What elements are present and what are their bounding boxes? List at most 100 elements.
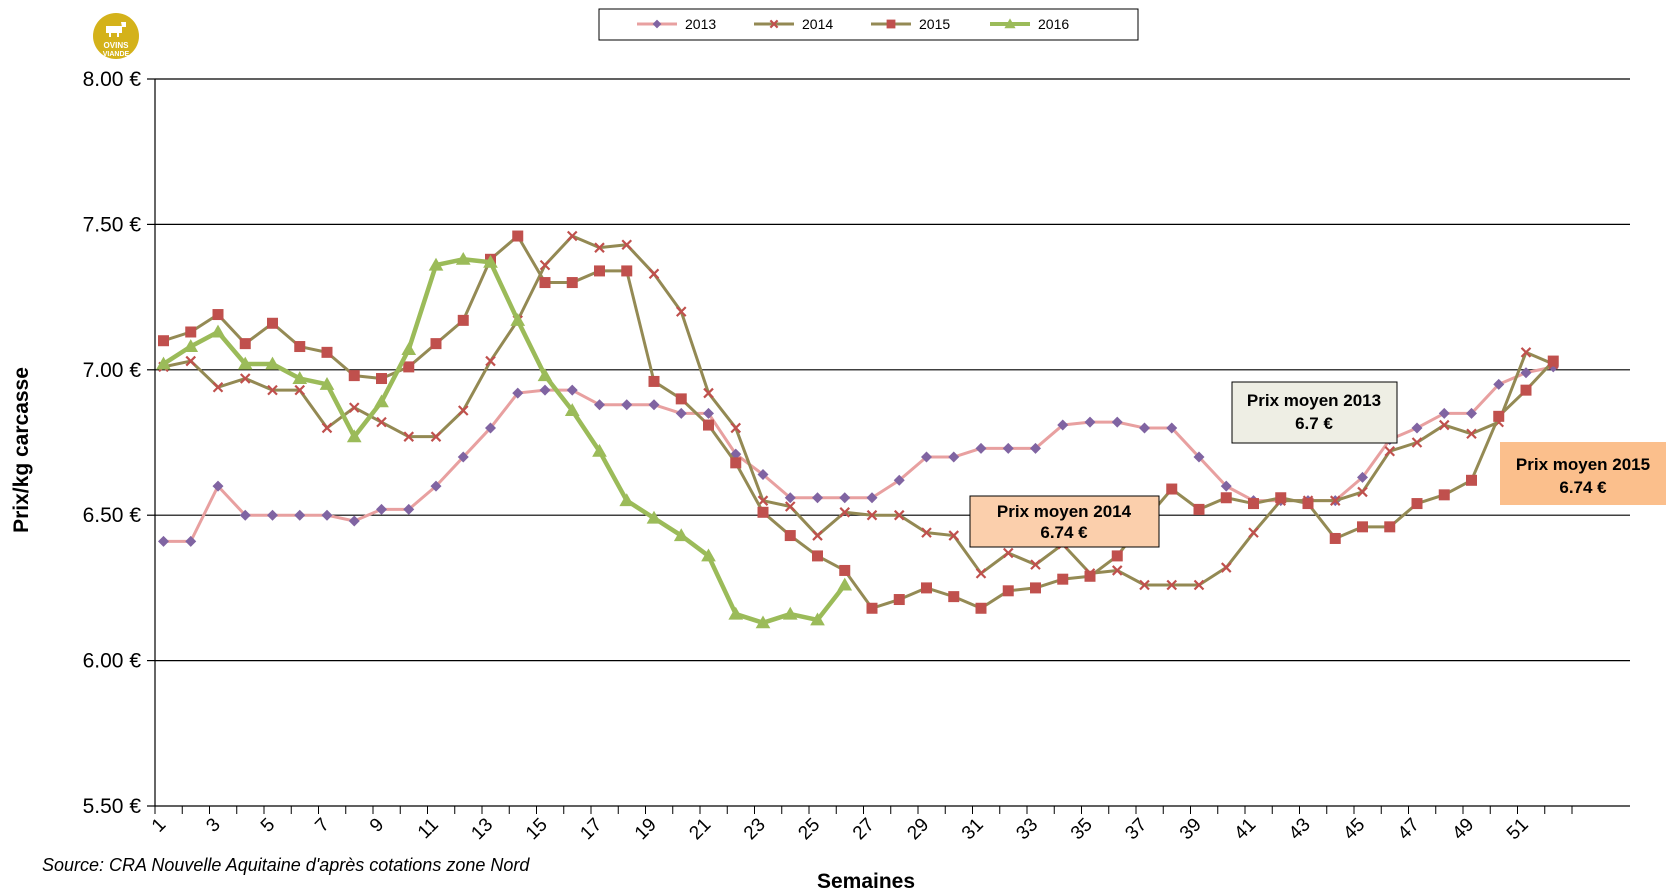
x-tick-label: 15 (522, 814, 552, 844)
data-point (810, 612, 825, 626)
data-point (156, 356, 171, 370)
x-tick-label: 33 (1012, 814, 1042, 844)
data-point (348, 402, 360, 413)
x-tick-label: 47 (1394, 814, 1424, 844)
data-point (782, 606, 798, 620)
data-point (730, 422, 742, 434)
legend-box (598, 8, 1139, 41)
data-point (566, 384, 578, 396)
data-point (1030, 582, 1041, 594)
data-point (1193, 451, 1205, 463)
data-point (1193, 579, 1205, 591)
data-point (948, 591, 960, 603)
x-tick-label: 19 (631, 814, 661, 844)
data-point (348, 370, 360, 382)
data-point (212, 309, 224, 321)
data-point (866, 509, 878, 521)
x-axis-ticks: 1 3 5 7 9 11 13 15 17 19 21 23 25 27 29 31 33 35 37 39 41 43 4… (148, 806, 1573, 844)
data-point (403, 503, 415, 515)
data-point (975, 602, 987, 614)
data-point (455, 251, 471, 265)
data-point (158, 335, 169, 347)
data-point (646, 510, 662, 524)
data-point (265, 356, 280, 370)
x-tick-label: 45 (1339, 814, 1369, 844)
x-tick-label: 25 (794, 814, 824, 844)
data-point (374, 394, 389, 408)
data-point (1084, 416, 1096, 428)
sheep-icon (106, 22, 126, 37)
data-point (346, 429, 362, 443)
data-point (1547, 355, 1559, 367)
data-point (1357, 521, 1368, 533)
data-point (1220, 480, 1232, 492)
data-point (376, 416, 387, 428)
data-point (210, 324, 226, 338)
data-point (403, 361, 415, 373)
data-point (1111, 550, 1123, 562)
annotation-2014: Prix moyen 2014 6.74 € (969, 495, 1160, 548)
annotation-2013-title: Prix moyen 2013 (1247, 391, 1381, 410)
data-point (728, 606, 744, 620)
data-point (1166, 483, 1178, 495)
data-point (621, 239, 633, 251)
data-point (1139, 422, 1150, 434)
data-point (784, 492, 796, 504)
data-point (1057, 573, 1069, 585)
data-point (239, 338, 251, 350)
data-point (652, 19, 662, 29)
x-tick-label: 41 (1230, 814, 1260, 844)
data-point (675, 393, 687, 405)
annotation-2013-value: 6.7 € (1295, 414, 1333, 433)
data-point (1493, 378, 1505, 390)
x-tick-label: 17 (576, 814, 606, 844)
data-point (839, 507, 851, 518)
data-point (594, 399, 605, 411)
data-point (457, 451, 469, 463)
data-point (1520, 367, 1532, 379)
data-point (648, 375, 660, 387)
data-point (621, 399, 633, 411)
data-point (512, 387, 524, 399)
data-point (812, 530, 823, 541)
data-point (594, 242, 605, 253)
data-point (1329, 532, 1341, 544)
y-tick-label: 7.00 € (83, 359, 142, 382)
y-tick-label: 6.00 € (83, 650, 142, 673)
data-point (237, 356, 253, 370)
data-point (430, 480, 442, 492)
data-point (703, 407, 714, 419)
data-point (267, 317, 278, 329)
data-point (1004, 18, 1016, 29)
data-point (1193, 503, 1205, 515)
data-point (1002, 585, 1014, 597)
data-point (1466, 407, 1477, 419)
data-point (975, 442, 987, 454)
data-point (566, 230, 578, 242)
data-point (784, 501, 796, 512)
x-tick-label: 27 (849, 814, 879, 844)
data-point (185, 326, 197, 338)
data-point (866, 602, 878, 614)
data-point (893, 509, 905, 521)
data-point (886, 19, 896, 29)
data-point (1220, 492, 1232, 504)
data-point (921, 582, 932, 594)
annotation-2015-box (1500, 442, 1666, 505)
grid-lines (155, 78, 1630, 662)
data-point (403, 431, 415, 442)
data-point (457, 405, 469, 416)
annotation-2014-title: Prix moyen 2014 (997, 502, 1132, 521)
data-point (1220, 562, 1232, 573)
data-point (292, 371, 308, 385)
data-point (621, 265, 633, 277)
data-point (212, 480, 224, 492)
data-point (675, 306, 687, 317)
data-point (784, 530, 796, 542)
data-point (1438, 489, 1450, 501)
x-tick-label: 23 (740, 814, 770, 844)
data-point (1520, 347, 1532, 358)
data-point (1466, 428, 1477, 440)
data-point (212, 381, 224, 393)
x-tick-label: 35 (1067, 814, 1097, 844)
